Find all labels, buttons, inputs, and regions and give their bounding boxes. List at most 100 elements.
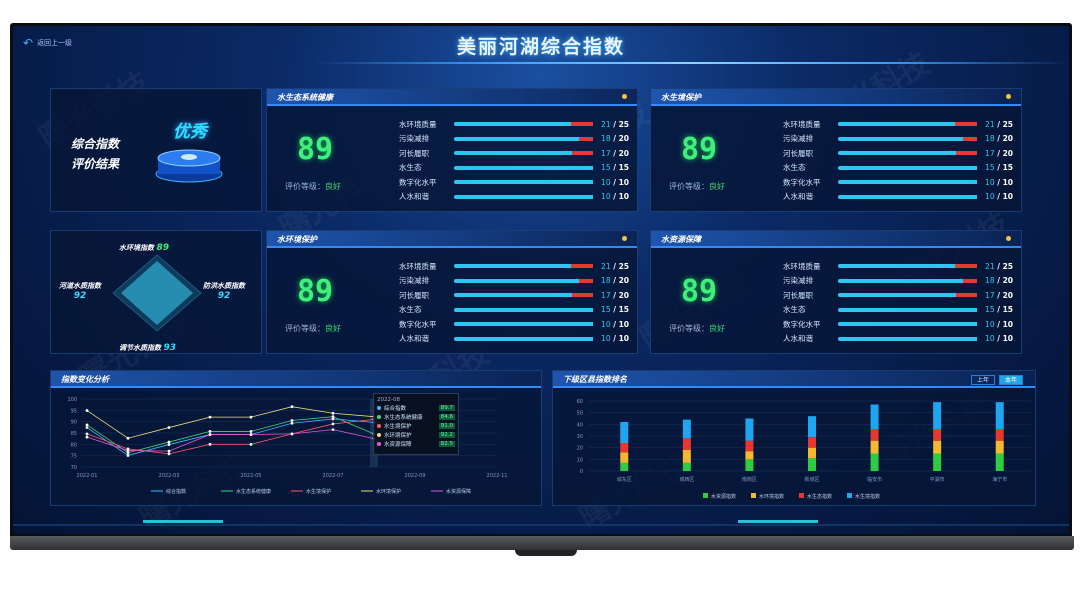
bar-segment <box>620 422 629 443</box>
metric-row: 人水和谐 10 / 10 <box>399 190 629 205</box>
data-point <box>208 415 212 419</box>
y-tick-label: 75 <box>71 454 77 460</box>
bar-segment <box>870 404 879 429</box>
data-point <box>126 451 130 455</box>
metric-bar <box>837 122 978 127</box>
metric-row: 河长履职 17 / 20 <box>783 146 1013 161</box>
radar-label-left: 河道水质指数 92 <box>59 282 101 301</box>
metric-bar <box>453 293 594 298</box>
metric-value: 15 / 15 <box>985 305 1013 315</box>
data-point <box>85 426 89 429</box>
x-tick-label: 城东区 <box>617 476 632 483</box>
metric-list: 水环境质量 21 / 25 污染减排 18 / 20 河长履职 17 / 20 … <box>399 259 629 346</box>
metric-label: 水生态 <box>399 163 422 173</box>
metric-bar <box>837 307 978 312</box>
y-tick-label: 100 <box>67 397 77 403</box>
bar-segment <box>808 458 816 471</box>
summary-grade: 优秀 <box>173 122 207 142</box>
bar-segment <box>995 453 1004 471</box>
legend-label: 水环境指数 <box>759 493 784 500</box>
data-point <box>331 415 335 419</box>
metric-label: 河长履职 <box>783 148 813 158</box>
series-line <box>86 429 375 452</box>
data-point <box>126 436 130 440</box>
metric-bar <box>837 194 978 199</box>
y-tick-label: 50 <box>577 411 583 417</box>
data-point <box>167 426 171 429</box>
y-tick-label: 85 <box>71 431 77 437</box>
tooltip-row: 综合指数 89.7 <box>377 403 455 412</box>
bar-segment <box>933 440 942 454</box>
bar-segment <box>808 447 816 459</box>
panel-title: 水生境保护 <box>651 89 1021 106</box>
period-button-this-year[interactable]: 本年 <box>998 375 1023 385</box>
legend-label: 水生境保护 <box>306 488 331 495</box>
panel-score: 89 <box>297 274 334 309</box>
x-tick-label: 平湖市 <box>930 476 945 483</box>
period-button-last-year[interactable]: 上年 <box>970 375 995 385</box>
legend-label: 水资源保障 <box>446 488 471 495</box>
bar-segment <box>682 419 691 439</box>
tv-bezel <box>10 536 1074 550</box>
data-point <box>85 435 89 439</box>
metric-bar <box>837 322 978 327</box>
radar-label-top: 水环境指数 89 <box>119 243 169 253</box>
metric-bar <box>453 307 594 312</box>
data-point <box>167 443 171 446</box>
legend-swatch <box>751 493 756 498</box>
bar-segment <box>745 451 754 460</box>
metric-bar <box>453 122 594 127</box>
data-point <box>249 430 253 433</box>
metric-label: 水生态 <box>783 163 806 173</box>
metric-list: 水环境质量 21 / 25 污染减排 18 / 20 河长履职 17 / 20 … <box>783 259 1013 346</box>
panel-title: 水生态系统健康 <box>267 89 637 106</box>
metric-label: 河长履职 <box>783 290 813 300</box>
metric-value: 10 / 10 <box>985 177 1013 187</box>
tv-stand <box>515 550 577 556</box>
y-tick-label: 60 <box>577 399 583 405</box>
data-point <box>331 422 335 426</box>
metric-value: 10 / 10 <box>601 177 629 187</box>
tooltip-row: 水资源保障 82.5 <box>377 439 455 448</box>
metric-bar <box>453 194 594 199</box>
legend-label: 水生态系统健康 <box>236 488 271 495</box>
metric-label: 人水和谐 <box>399 192 429 202</box>
chart-tooltip: 2022-08 综合指数 89.7 水生态系统健康 84.6 水生境保护 91.0 水环境保护… <box>373 393 459 455</box>
x-tick-label: 海宁市 <box>992 476 1007 483</box>
bar-segment <box>933 402 942 429</box>
panel-indicator-icon <box>622 236 627 241</box>
tooltip-row: 水环境保护 92.2 <box>377 430 455 439</box>
metric-bar <box>453 136 594 141</box>
radar-label-bottom: 调节水质指数 93 <box>119 343 176 353</box>
metric-value: 18 / 20 <box>985 134 1013 144</box>
metric-bar <box>453 322 594 327</box>
bar-segment <box>745 440 754 452</box>
back-button[interactable]: ↶ 返回上一级 <box>23 36 72 50</box>
summary-title: 综合指数 评价结果 <box>71 134 119 174</box>
data-point <box>290 419 294 422</box>
metric-bar <box>837 278 978 283</box>
legend-label: 综合指数 <box>166 488 186 495</box>
panel-rating: 评价等级：良好 <box>669 182 725 191</box>
data-point <box>331 428 335 431</box>
panel-score: 89 <box>681 274 718 309</box>
metric-row: 人水和谐 10 / 10 <box>399 332 629 347</box>
x-tick-label: 南岗区 <box>742 476 757 483</box>
metric-label: 水生态 <box>399 305 422 315</box>
line-chart-panel: 指数变化分析 70 75 80 85 90 95 100 2022-01 2022-03 2022… <box>50 370 542 506</box>
data-point <box>208 433 212 436</box>
bar-segment <box>745 459 754 471</box>
metric-row: 污染减排 18 / 20 <box>783 132 1013 147</box>
legend-label: 水生态指数 <box>807 493 832 500</box>
metric-row: 人水和谐 10 / 10 <box>783 190 1013 205</box>
metric-list: 水环境质量 21 / 25 污染减排 18 / 20 河长履职 17 / 20 … <box>399 117 629 204</box>
metric-bar <box>837 336 978 341</box>
data-point <box>85 409 89 412</box>
legend-label: 水生境指数 <box>855 493 880 500</box>
data-point <box>249 433 253 436</box>
y-tick-label: 0 <box>580 469 583 475</box>
x-tick-label: 临安市 <box>867 476 882 483</box>
radar-label-right: 防洪水质指数 92 <box>203 282 245 301</box>
metric-value: 17 / 20 <box>601 148 629 158</box>
